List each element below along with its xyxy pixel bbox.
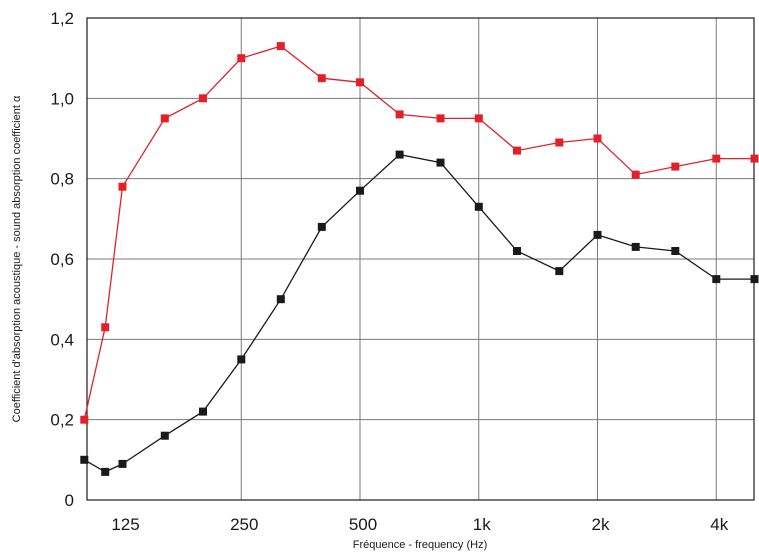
y-tick-label: 0,4 (50, 330, 74, 349)
series-1-point (712, 154, 721, 163)
y-tick-label: 0,8 (50, 170, 74, 189)
x-axis-title: Fréquence - frequency (Hz) (353, 539, 488, 551)
x-tick-label: 4k (710, 515, 728, 534)
series-1-point (80, 415, 89, 424)
series-1-point (513, 146, 521, 155)
y-tick-label: 0,6 (50, 250, 74, 269)
series-2-point (237, 355, 246, 364)
series-2-point (276, 295, 285, 304)
series-2-point (356, 186, 364, 195)
series-2-point (671, 247, 680, 255)
series-1-point (555, 138, 564, 147)
series-1-point (199, 94, 207, 103)
series-1-point (631, 170, 640, 179)
series-2-point (555, 267, 564, 276)
series-1-point (356, 78, 364, 87)
series-2-point (317, 222, 326, 231)
series-2-point (750, 275, 759, 284)
x-tick-label: 1k (473, 515, 491, 534)
series-1-point (474, 114, 483, 123)
series-2-point (593, 230, 602, 239)
series-2-point (513, 247, 521, 255)
series-1-point (160, 114, 169, 123)
series-2-point (118, 459, 127, 468)
series-2-point (436, 158, 445, 167)
series-2-point (199, 407, 207, 416)
series-1-point (395, 110, 404, 119)
series-2-point (80, 455, 89, 464)
y-tick-label: 0,2 (50, 411, 74, 430)
x-tick-label: 2k (592, 515, 610, 534)
series-2 (80, 150, 759, 476)
series-1-point (671, 162, 680, 171)
series-1-point (317, 74, 326, 83)
y-axis-ticks: 0 0,2 0,4 0,6 0,8 1,0 1,2 (50, 9, 74, 510)
series-1-point (118, 182, 127, 191)
y-axis-title: Coefficient d'absorption acoustique - so… (11, 95, 23, 422)
x-tick-label: 250 (230, 515, 258, 534)
series-2-point (631, 242, 640, 251)
series-1-point (237, 54, 246, 63)
series-1-point (750, 154, 759, 163)
series-2-point (712, 275, 721, 284)
series-2-point (395, 150, 404, 159)
y-tick-label: 1,2 (50, 9, 74, 28)
grid (87, 18, 754, 500)
series-1-point (276, 42, 285, 51)
x-tick-label: 500 (349, 515, 377, 534)
series-layer (80, 42, 759, 476)
x-axis-ticks: 125 250 500 1k 2k 4k (111, 515, 728, 534)
series-1-point (101, 323, 110, 332)
series-2-point (474, 202, 483, 211)
series-2-point (101, 467, 110, 476)
series-1-point (436, 114, 445, 123)
x-tick-label: 125 (111, 515, 139, 534)
series-1-point (593, 134, 602, 143)
y-tick-label: 1,0 (50, 89, 74, 108)
plot-frame (86, 17, 755, 501)
series-2-point (160, 431, 169, 440)
y-tick-label: 0 (65, 491, 74, 510)
series-1 (80, 42, 759, 424)
